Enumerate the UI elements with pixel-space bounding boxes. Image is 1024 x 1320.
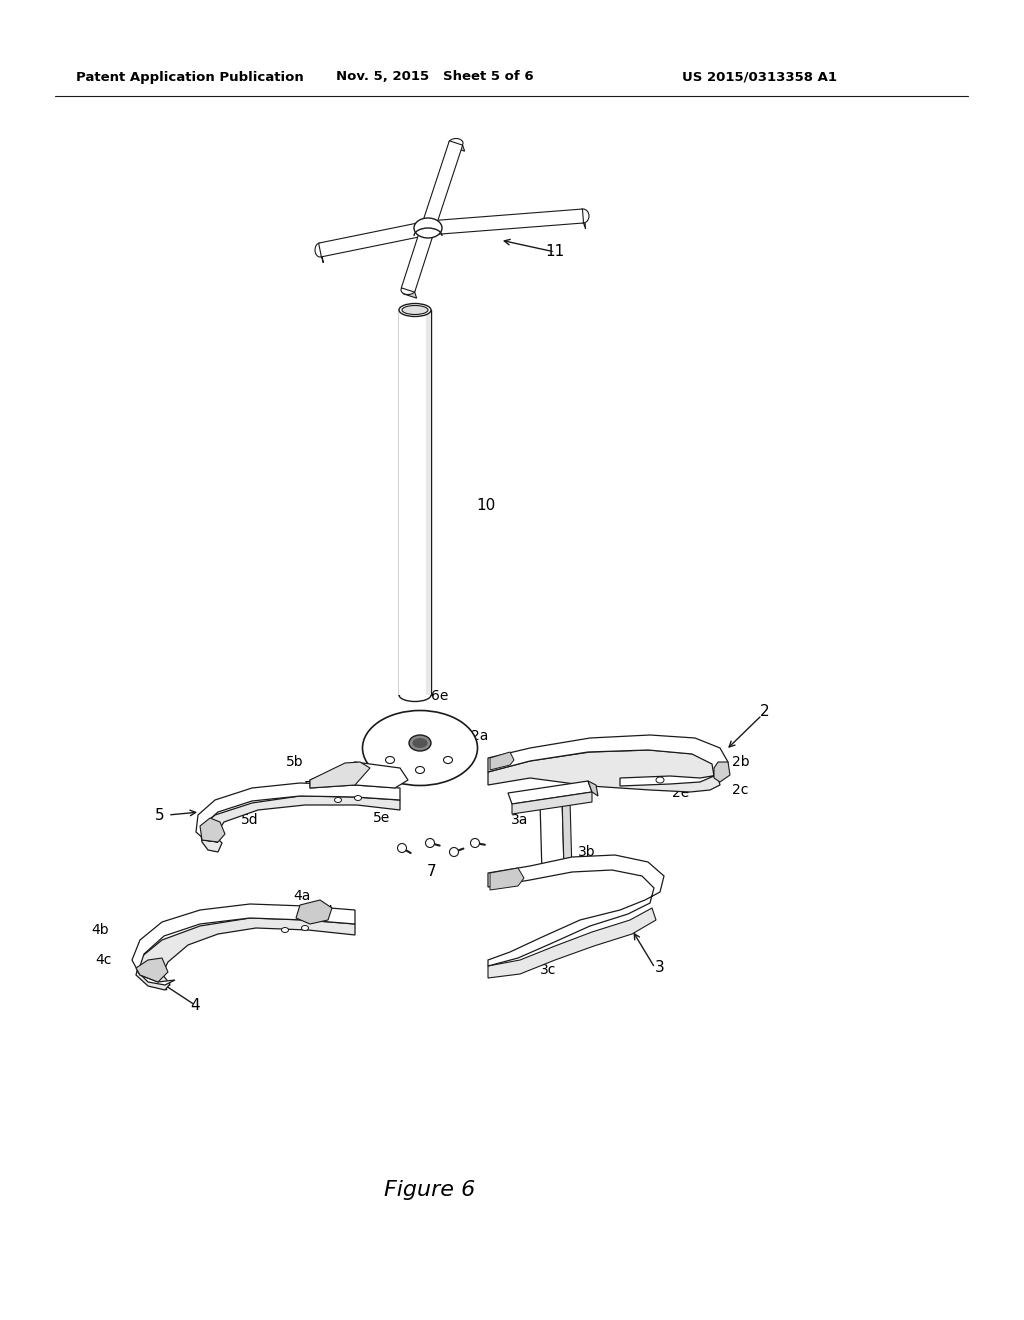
Text: 6e: 6e bbox=[431, 689, 449, 704]
Polygon shape bbox=[318, 222, 429, 257]
Ellipse shape bbox=[470, 838, 479, 847]
Ellipse shape bbox=[282, 928, 289, 932]
Text: US 2015/0313358 A1: US 2015/0313358 A1 bbox=[683, 70, 838, 83]
Text: Figure 6: Figure 6 bbox=[384, 1180, 475, 1200]
Polygon shape bbox=[196, 783, 400, 842]
Text: 5a: 5a bbox=[261, 788, 279, 803]
Text: 5: 5 bbox=[156, 808, 165, 822]
Text: 2c: 2c bbox=[732, 783, 749, 797]
Text: 10: 10 bbox=[476, 498, 496, 512]
Ellipse shape bbox=[385, 756, 394, 763]
Text: 5c: 5c bbox=[304, 780, 321, 795]
Ellipse shape bbox=[413, 738, 427, 748]
Text: 3: 3 bbox=[655, 961, 665, 975]
Polygon shape bbox=[450, 141, 465, 152]
Polygon shape bbox=[427, 209, 584, 235]
Polygon shape bbox=[488, 855, 664, 966]
Polygon shape bbox=[588, 781, 598, 796]
Polygon shape bbox=[583, 209, 586, 228]
Text: 2b: 2b bbox=[732, 755, 750, 770]
Ellipse shape bbox=[399, 304, 431, 317]
Ellipse shape bbox=[402, 305, 428, 314]
Polygon shape bbox=[132, 904, 355, 985]
Text: 5d: 5d bbox=[242, 813, 259, 828]
Text: 3a: 3a bbox=[511, 813, 528, 828]
Text: 6b: 6b bbox=[413, 746, 431, 760]
Text: 2e: 2e bbox=[672, 785, 689, 800]
Polygon shape bbox=[426, 310, 431, 696]
Text: 3c: 3c bbox=[540, 964, 556, 977]
Ellipse shape bbox=[449, 139, 463, 148]
Text: 5b: 5b bbox=[286, 755, 304, 770]
Text: 2a: 2a bbox=[471, 729, 488, 743]
Text: 4d: 4d bbox=[315, 906, 333, 919]
Ellipse shape bbox=[315, 243, 325, 257]
Ellipse shape bbox=[443, 756, 453, 763]
Ellipse shape bbox=[577, 209, 589, 223]
Ellipse shape bbox=[401, 285, 415, 294]
Ellipse shape bbox=[414, 218, 442, 238]
Text: 11: 11 bbox=[546, 244, 564, 260]
Polygon shape bbox=[488, 908, 656, 978]
Polygon shape bbox=[540, 797, 564, 873]
Text: 4a: 4a bbox=[293, 888, 310, 903]
Polygon shape bbox=[512, 792, 592, 814]
Ellipse shape bbox=[416, 767, 425, 774]
Polygon shape bbox=[296, 900, 332, 924]
Text: 4: 4 bbox=[190, 998, 200, 1012]
Polygon shape bbox=[310, 762, 370, 788]
Polygon shape bbox=[310, 762, 408, 788]
Polygon shape bbox=[200, 796, 400, 851]
Polygon shape bbox=[488, 750, 720, 792]
Polygon shape bbox=[562, 797, 572, 873]
Text: 4c: 4c bbox=[95, 953, 112, 968]
Ellipse shape bbox=[409, 735, 431, 751]
Polygon shape bbox=[401, 226, 434, 292]
Text: 5e: 5e bbox=[374, 810, 390, 825]
Ellipse shape bbox=[397, 843, 407, 853]
Text: Nov. 5, 2015   Sheet 5 of 6: Nov. 5, 2015 Sheet 5 of 6 bbox=[336, 70, 534, 83]
Polygon shape bbox=[401, 288, 417, 298]
Ellipse shape bbox=[362, 710, 477, 785]
Polygon shape bbox=[508, 781, 592, 804]
Polygon shape bbox=[318, 243, 324, 263]
Ellipse shape bbox=[335, 797, 341, 803]
Polygon shape bbox=[136, 958, 168, 982]
Ellipse shape bbox=[450, 847, 459, 857]
Polygon shape bbox=[421, 141, 463, 230]
Ellipse shape bbox=[656, 777, 664, 783]
Polygon shape bbox=[200, 818, 225, 842]
Ellipse shape bbox=[426, 838, 434, 847]
Text: 2: 2 bbox=[760, 705, 770, 719]
Polygon shape bbox=[490, 869, 524, 890]
Text: 3b: 3b bbox=[578, 845, 596, 859]
Text: 6c: 6c bbox=[356, 767, 374, 781]
Ellipse shape bbox=[354, 796, 361, 800]
Ellipse shape bbox=[301, 925, 308, 931]
Polygon shape bbox=[488, 735, 728, 785]
Text: Patent Application Publication: Patent Application Publication bbox=[76, 70, 304, 83]
Text: 4b: 4b bbox=[91, 923, 109, 937]
Text: 7: 7 bbox=[427, 865, 437, 879]
Polygon shape bbox=[714, 762, 730, 781]
Polygon shape bbox=[136, 917, 355, 990]
Polygon shape bbox=[490, 752, 514, 770]
Polygon shape bbox=[399, 310, 431, 696]
